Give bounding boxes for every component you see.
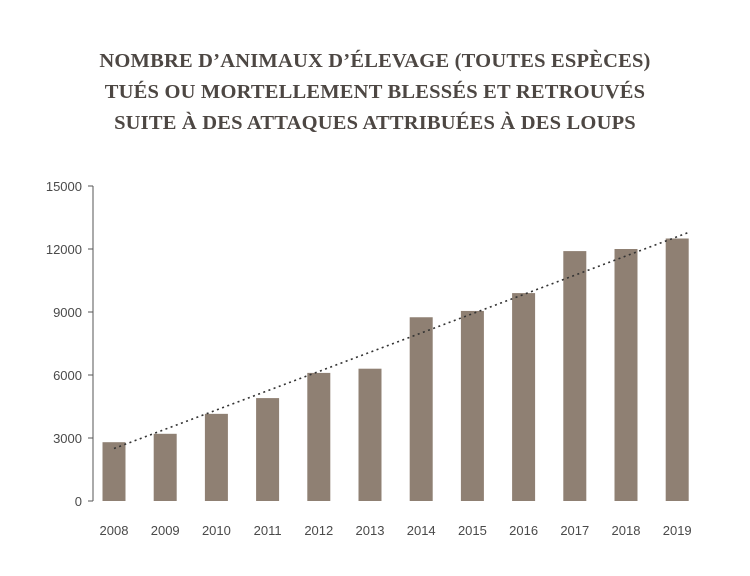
x-tick-label: 2008 — [100, 523, 129, 538]
bar-2014 — [409, 317, 433, 501]
x-tick-label: 2015 — [458, 523, 487, 538]
y-tick-label: 3000 — [53, 431, 82, 446]
y-tick-label: 15000 — [46, 179, 82, 194]
trendline — [113, 231, 690, 450]
chart-title-line-3: SUITE À DES ATTAQUES ATTRIBUÉES À DES LO… — [114, 112, 636, 134]
bar-2008 — [102, 442, 126, 501]
bars — [102, 238, 689, 501]
chart-title: NOMBRE D’ANIMAUX D’ÉLEVAGE (TOUTES ESPÈC… — [0, 46, 750, 139]
y-tick-label: 6000 — [53, 368, 82, 383]
bar-2010 — [204, 413, 228, 501]
chart-title-line-2: TUÉS OU MORTELLEMENT BLESSÉS ET RETROUVÉ… — [104, 81, 646, 103]
x-tick-label: 2010 — [202, 523, 231, 538]
x-tick-label: 2009 — [151, 523, 180, 538]
x-tick-label: 2012 — [304, 523, 333, 538]
bar-2019 — [665, 238, 689, 501]
x-tick-label: 2016 — [509, 523, 538, 538]
bar-2016 — [512, 293, 536, 501]
bar-2012 — [307, 372, 331, 501]
x-axis: 2008 2009 2010 2011 2012 2013 2014 2015 2016 2017… — [100, 523, 692, 538]
bar-2015 — [460, 310, 484, 501]
x-tick-label: 2018 — [612, 523, 641, 538]
x-tick-label: 2011 — [254, 523, 282, 538]
x-tick-label: 2014 — [407, 523, 436, 538]
y-axis: 0 3000 6000 9000 12000 15000 — [46, 179, 94, 509]
x-tick-label: 2017 — [560, 523, 589, 538]
bar-2009 — [153, 433, 177, 501]
bar-2011 — [256, 398, 280, 501]
bar-2018 — [614, 249, 638, 501]
bar-2017 — [563, 251, 587, 501]
x-tick-label: 2013 — [356, 523, 385, 538]
bar-2013 — [358, 368, 382, 501]
trendline-group — [113, 231, 690, 450]
y-tick-label: 9000 — [53, 305, 82, 320]
y-tick-label: 12000 — [46, 242, 82, 257]
y-tick-label: 0 — [75, 494, 82, 509]
chart-title-line-1: NOMBRE D’ANIMAUX D’ÉLEVAGE (TOUTES ESPÈC… — [99, 50, 651, 72]
x-tick-label: 2019 — [663, 523, 692, 538]
